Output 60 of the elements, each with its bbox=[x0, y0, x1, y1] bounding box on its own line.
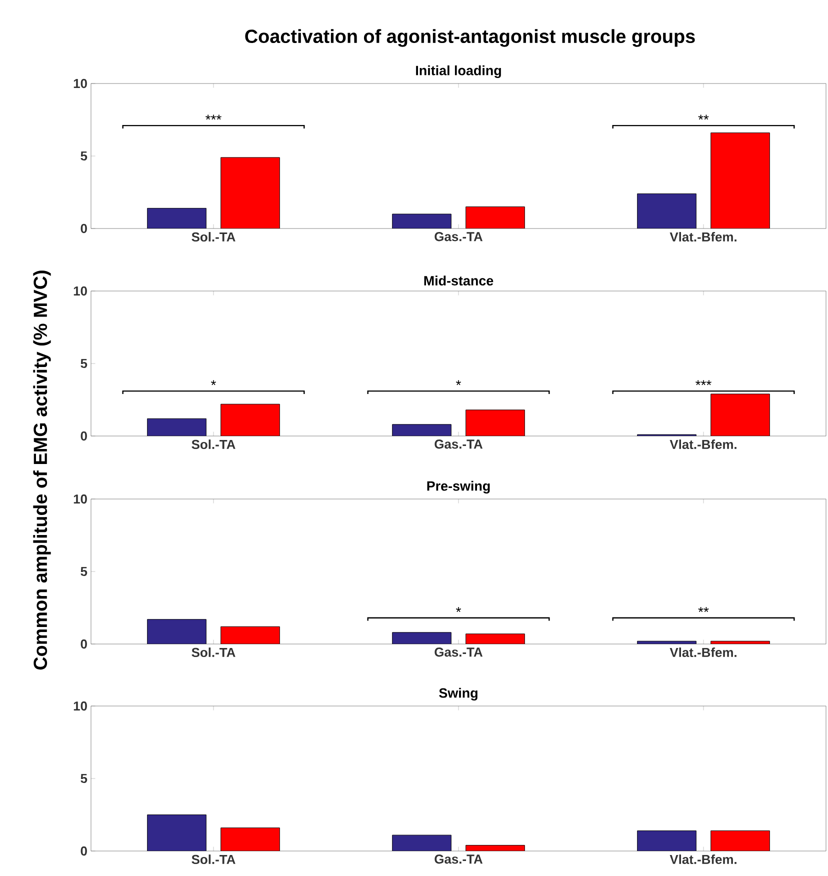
y-tick-label: 5 bbox=[80, 567, 88, 576]
bar bbox=[466, 844, 525, 852]
bar bbox=[710, 640, 770, 644]
x-tick-label: Vlat.-Bfem. bbox=[670, 232, 736, 242]
bar bbox=[392, 632, 452, 644]
x-tick-label: Sol.-TA bbox=[192, 854, 236, 864]
x-tick-label: Sol.-TA bbox=[192, 440, 236, 450]
y-tick-label: 0 bbox=[80, 431, 87, 441]
annotation: ** bbox=[698, 607, 709, 612]
bar bbox=[710, 830, 770, 852]
bar bbox=[147, 208, 206, 229]
x-tick-label: Gas.-TA bbox=[434, 854, 483, 864]
bar bbox=[466, 634, 525, 644]
annotation: *** bbox=[206, 114, 222, 120]
bar bbox=[220, 157, 280, 229]
y-tick-label: 5 bbox=[80, 358, 88, 368]
chart-title: Coactivation of agonist-antagonist muscle groups bbox=[245, 29, 695, 47]
y-tick-label: 10 bbox=[74, 701, 87, 711]
bar bbox=[147, 814, 206, 852]
y-tick-label: 10 bbox=[74, 78, 87, 88]
chart-title: Mid-stance bbox=[424, 276, 494, 286]
x-tick-label: Vlat.-Bfem. bbox=[670, 440, 736, 450]
bar bbox=[466, 206, 525, 229]
bar bbox=[637, 640, 696, 644]
annotation: *** bbox=[696, 380, 712, 386]
chart-title: Swing bbox=[439, 688, 478, 701]
bar bbox=[392, 424, 452, 436]
y-tick-label: 5 bbox=[80, 774, 88, 784]
chart-subtitle: Initial loading bbox=[416, 65, 501, 78]
y-axis-title: Common amplitude of EMG activity (% MVC) bbox=[33, 270, 51, 670]
annotation: * bbox=[456, 607, 462, 612]
bar bbox=[637, 830, 696, 852]
bar bbox=[710, 394, 770, 436]
bar bbox=[220, 626, 280, 644]
bar bbox=[147, 619, 206, 644]
bar bbox=[392, 214, 452, 229]
y-tick-label: 10 bbox=[74, 286, 87, 296]
y-tick-label: 5 bbox=[80, 151, 88, 161]
bar bbox=[220, 404, 280, 436]
x-tick-label: Vlat.-Bfem. bbox=[670, 854, 736, 864]
y-tick-label: 0 bbox=[80, 224, 87, 234]
x-tick-label: Gas.-TA bbox=[434, 648, 483, 657]
annotation: ** bbox=[698, 114, 709, 120]
x-tick-label: Sol.-TA bbox=[192, 648, 236, 658]
annotation: * bbox=[456, 380, 462, 386]
bar bbox=[466, 410, 525, 436]
bar bbox=[637, 193, 696, 229]
x-tick-label: Gas.-TA bbox=[434, 440, 483, 449]
y-tick-label: 0 bbox=[80, 639, 87, 649]
bar bbox=[220, 828, 280, 852]
x-tick-label: Vlat.-Bfem. bbox=[670, 648, 736, 658]
bar bbox=[710, 132, 770, 229]
x-tick-label: Sol.-TA bbox=[192, 232, 236, 242]
x-tick-label: Gas.-TA bbox=[434, 232, 483, 242]
y-tick-label: 10 bbox=[74, 494, 87, 504]
bar bbox=[392, 834, 452, 852]
annotation: * bbox=[211, 380, 216, 386]
bar bbox=[147, 418, 206, 436]
chart-title: Pre-swing bbox=[427, 480, 490, 494]
y-tick-label: 0 bbox=[80, 846, 87, 856]
